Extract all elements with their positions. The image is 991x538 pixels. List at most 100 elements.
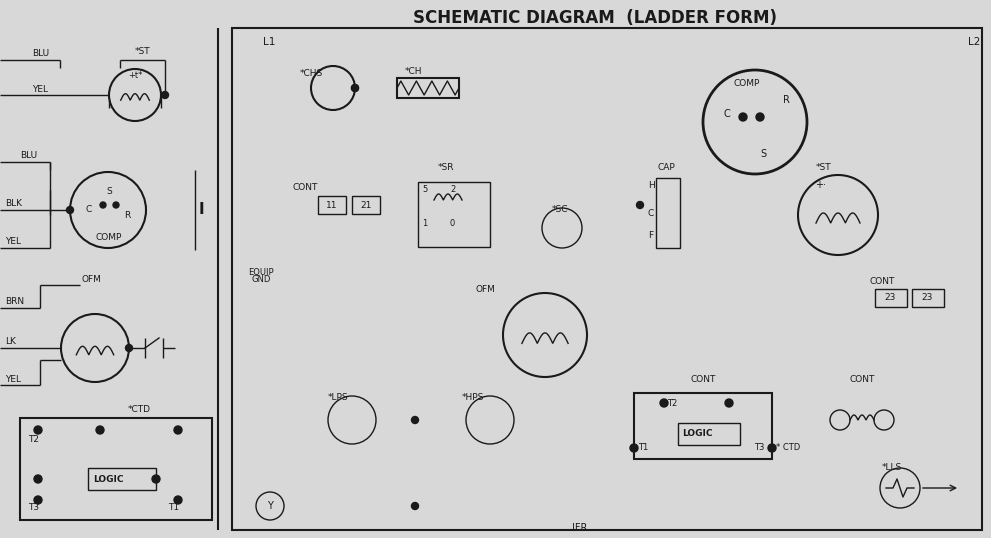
Text: T2: T2 xyxy=(28,435,39,444)
Text: CONT: CONT xyxy=(691,374,716,384)
Circle shape xyxy=(96,426,104,434)
Bar xyxy=(88,468,156,490)
Circle shape xyxy=(660,399,668,407)
Text: *ST: *ST xyxy=(816,164,831,173)
Circle shape xyxy=(874,410,894,430)
Circle shape xyxy=(768,444,776,452)
Text: T3: T3 xyxy=(28,504,39,513)
Text: *SC: *SC xyxy=(552,206,569,215)
Text: COMP: COMP xyxy=(96,233,122,243)
Text: *LLS: *LLS xyxy=(882,464,902,472)
Text: YEL: YEL xyxy=(32,84,48,94)
Text: 23: 23 xyxy=(921,294,933,302)
Circle shape xyxy=(113,202,119,208)
Circle shape xyxy=(34,475,42,483)
Circle shape xyxy=(126,344,133,351)
Circle shape xyxy=(756,113,764,121)
Circle shape xyxy=(703,70,807,174)
Text: 2: 2 xyxy=(450,186,455,195)
Text: OFM: OFM xyxy=(82,274,102,284)
Text: CONT: CONT xyxy=(849,374,875,384)
Circle shape xyxy=(66,207,73,214)
Bar xyxy=(352,196,380,214)
Circle shape xyxy=(328,396,376,444)
Text: 11: 11 xyxy=(326,201,338,209)
Text: L1: L1 xyxy=(263,37,275,47)
Circle shape xyxy=(162,91,168,98)
Text: GND: GND xyxy=(252,275,272,285)
Text: *HPS: *HPS xyxy=(462,393,485,402)
Text: *CTD: *CTD xyxy=(128,406,151,414)
Circle shape xyxy=(630,444,638,452)
Text: *CH: *CH xyxy=(405,67,422,76)
Text: 23: 23 xyxy=(884,294,896,302)
Text: OFM: OFM xyxy=(476,286,496,294)
Circle shape xyxy=(109,69,161,121)
Circle shape xyxy=(636,202,643,209)
Text: * CTD: * CTD xyxy=(776,443,801,452)
Text: BLU: BLU xyxy=(32,49,50,59)
Bar xyxy=(875,289,907,307)
Text: 1: 1 xyxy=(422,220,427,229)
Text: BRN: BRN xyxy=(5,298,24,307)
Text: 0: 0 xyxy=(450,220,455,229)
Circle shape xyxy=(352,84,359,91)
Text: 21: 21 xyxy=(360,201,372,209)
Text: S: S xyxy=(106,188,112,196)
Circle shape xyxy=(34,426,42,434)
Circle shape xyxy=(70,172,146,248)
Circle shape xyxy=(542,208,582,248)
Text: CONT: CONT xyxy=(870,277,896,286)
Circle shape xyxy=(830,410,850,430)
Text: T3: T3 xyxy=(754,443,764,452)
Bar xyxy=(634,393,772,459)
Bar xyxy=(397,78,459,98)
Text: L2: L2 xyxy=(968,37,980,47)
Text: *SR: *SR xyxy=(438,164,455,173)
Circle shape xyxy=(739,113,747,121)
Text: IFR: IFR xyxy=(573,523,588,533)
Bar xyxy=(678,423,740,445)
Bar xyxy=(232,28,982,530)
Circle shape xyxy=(798,175,878,255)
Circle shape xyxy=(352,84,359,91)
Circle shape xyxy=(174,496,182,504)
Circle shape xyxy=(100,202,106,208)
Text: YEL: YEL xyxy=(5,374,21,384)
Bar xyxy=(418,182,490,247)
Text: BLU: BLU xyxy=(20,152,37,160)
Text: CAP: CAP xyxy=(657,164,675,173)
Text: +t*: +t* xyxy=(128,72,143,81)
Text: C: C xyxy=(86,206,92,215)
Text: 5: 5 xyxy=(422,186,427,195)
Text: T2: T2 xyxy=(667,399,677,407)
Text: CONT: CONT xyxy=(292,182,318,192)
Text: *LPS: *LPS xyxy=(328,393,349,402)
Text: C: C xyxy=(723,109,729,119)
Text: *ST: *ST xyxy=(135,47,151,56)
Text: +·: +· xyxy=(815,180,826,190)
Text: COMP: COMP xyxy=(733,80,760,88)
Text: BLK: BLK xyxy=(5,200,22,209)
Text: EQUIP: EQUIP xyxy=(248,267,274,277)
Text: SCHEMATIC DIAGRAM  (LADDER FORM): SCHEMATIC DIAGRAM (LADDER FORM) xyxy=(413,9,777,27)
Circle shape xyxy=(411,416,418,423)
Circle shape xyxy=(503,293,587,377)
Circle shape xyxy=(174,426,182,434)
Text: T1: T1 xyxy=(638,443,648,452)
Text: R: R xyxy=(124,210,130,220)
Circle shape xyxy=(152,475,160,483)
Circle shape xyxy=(411,502,418,509)
Bar xyxy=(318,196,346,214)
Text: C: C xyxy=(648,209,654,217)
Text: H: H xyxy=(648,181,655,190)
Text: R: R xyxy=(783,95,790,105)
Bar xyxy=(20,418,212,520)
Text: LOGIC: LOGIC xyxy=(93,475,124,484)
Text: S: S xyxy=(760,149,766,159)
Text: I: I xyxy=(199,202,204,217)
Circle shape xyxy=(256,492,284,520)
Circle shape xyxy=(34,496,42,504)
Bar xyxy=(912,289,944,307)
Text: YEL: YEL xyxy=(5,237,21,246)
